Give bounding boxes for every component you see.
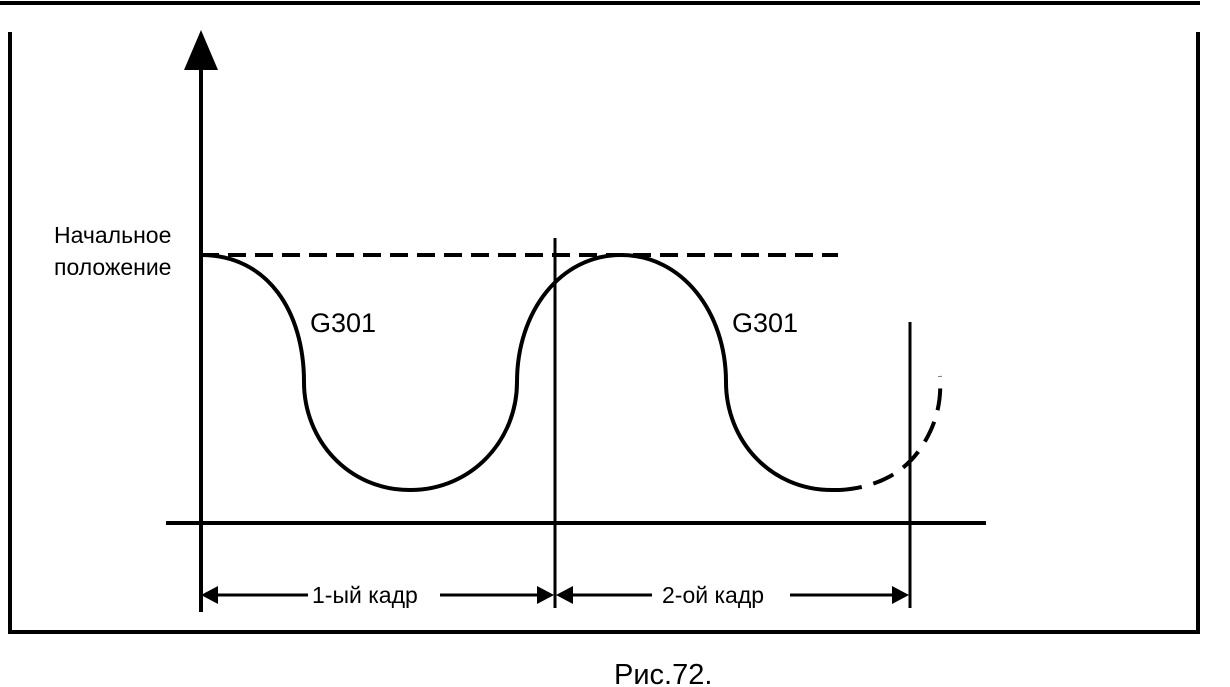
frame-1-arrow-right — [537, 586, 554, 604]
frame-1-arrow-left — [201, 586, 218, 604]
frame-2-arrow-left — [556, 586, 573, 604]
start-position-label-line2: положение — [54, 254, 171, 280]
block-label-first: G301 — [310, 308, 376, 338]
block-label-second: G301 — [732, 308, 798, 338]
tool-path-continuation — [839, 375, 943, 492]
tool-path-curve — [200, 252, 840, 493]
start-position-label-line1: Начальное — [54, 222, 171, 248]
figure-caption: Рис.72. — [614, 659, 712, 687]
frame-2-label: 2-ой кадр — [662, 582, 764, 608]
frame-2-arrow-right — [892, 586, 909, 604]
frame-1-label: 1-ый кадр — [312, 582, 418, 608]
axis-arrowhead — [184, 30, 218, 70]
